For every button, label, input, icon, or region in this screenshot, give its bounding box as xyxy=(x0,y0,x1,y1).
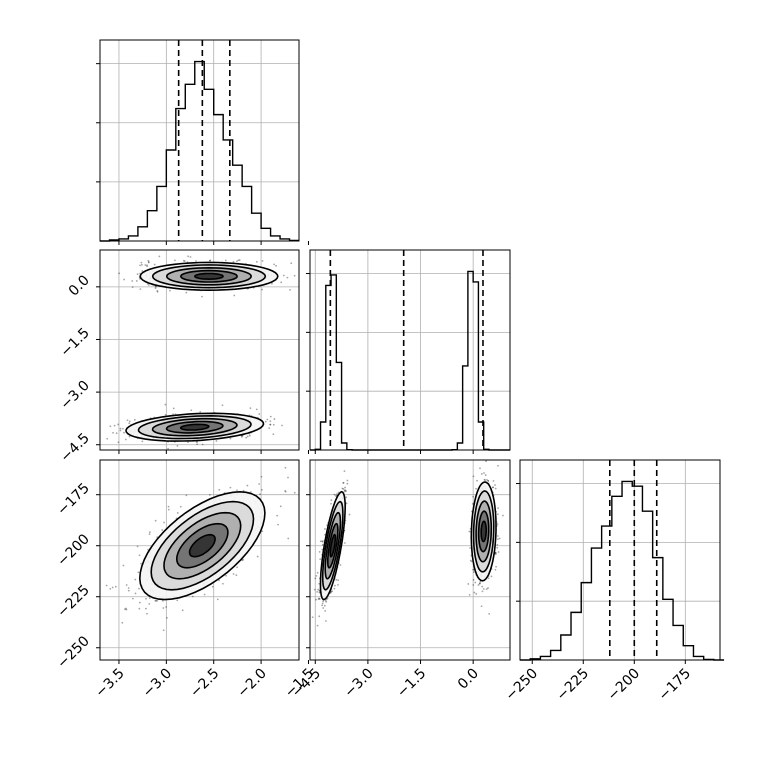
x-tick-label: −3.0 xyxy=(341,666,376,701)
gridlines xyxy=(118,40,262,241)
x-tick-label: −3.5 xyxy=(92,666,127,701)
x-tick-label: −175 xyxy=(656,666,695,705)
x-tick-label: −250 xyxy=(503,666,542,705)
gridlines xyxy=(520,483,720,602)
histogram-panel-3: −250 −225 −200 −175 xyxy=(503,459,725,705)
density-layer xyxy=(100,255,296,450)
density-contour xyxy=(188,533,216,558)
density-contour xyxy=(179,423,210,431)
density-layer xyxy=(105,466,296,632)
scatter-panel-1-2: −4.5 −3.0 −1.5 0.0 xyxy=(57,249,309,466)
y-tick-label: −200 xyxy=(54,531,93,570)
panel-frame xyxy=(99,39,300,242)
panel-frame xyxy=(99,249,300,451)
gridlines xyxy=(314,250,474,450)
density-contour xyxy=(480,520,487,543)
y-tick-label: 0.0 xyxy=(66,272,93,299)
y-tick-label: −225 xyxy=(54,582,93,621)
x-tick-label: 0.0 xyxy=(455,666,482,693)
gridlines xyxy=(100,63,299,183)
histogram-panel-2 xyxy=(306,249,511,454)
x-tick-label: −1.5 xyxy=(394,666,429,701)
x-tick-label: −2.0 xyxy=(235,666,270,701)
y-tick-label: −1.5 xyxy=(57,325,92,360)
gridlines xyxy=(310,273,510,392)
x-tick-label: −225 xyxy=(554,666,593,705)
density-contour xyxy=(329,533,337,558)
y-tick-label: −4.5 xyxy=(57,430,92,465)
panel-frame xyxy=(309,459,511,661)
x-tick-label: −3.0 xyxy=(140,666,175,701)
x-tick-label: −200 xyxy=(605,666,644,705)
x-tick-label: −2.5 xyxy=(187,666,222,701)
scatter-panel-2-3: −4.5 −3.0 −1.5 0.0 xyxy=(289,459,511,701)
panel-frame xyxy=(309,249,511,451)
panel-frame xyxy=(519,459,721,661)
y-tick-label: −3.0 xyxy=(57,378,92,413)
histogram-step xyxy=(100,60,299,242)
panel-frame xyxy=(99,459,300,661)
y-tick-label: −250 xyxy=(54,633,93,672)
histogram-step xyxy=(520,480,725,661)
histogram-panel-1 xyxy=(96,39,309,245)
x-tick-label: −4.5 xyxy=(289,666,324,701)
density-layer xyxy=(311,460,504,627)
histogram-step xyxy=(310,270,510,451)
y-tick-label: −175 xyxy=(54,480,93,519)
density-contour xyxy=(194,272,224,281)
scatter-panel-1-3: −3.5 −3.0 −2.5 −2.0 −1.5−250−225−200−175 xyxy=(54,459,317,701)
